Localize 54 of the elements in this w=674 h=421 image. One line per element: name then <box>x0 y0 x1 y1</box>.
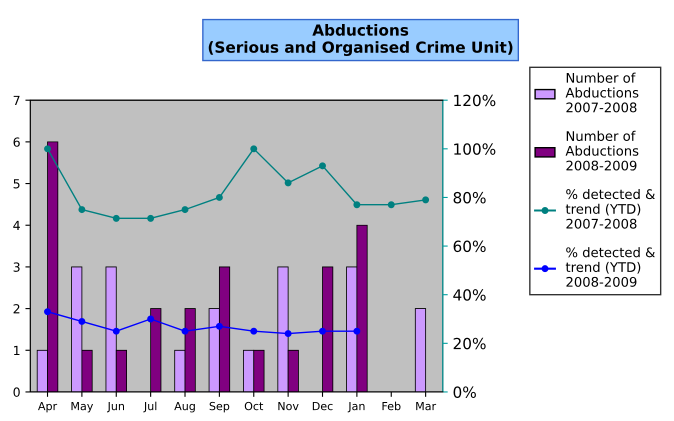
point <box>250 145 258 152</box>
y2-tick-label: 120% <box>454 94 496 106</box>
x-tick-label: Dec <box>312 402 333 410</box>
legend-label: % detected & trend (YTD) 2007-2008 <box>566 188 655 229</box>
y-tick-label: 1 <box>14 346 20 356</box>
y-tick-label: 0 <box>13 387 20 397</box>
point <box>78 206 86 214</box>
chart-title: Abductions (Serious and Organised Crime Unit) <box>208 24 512 56</box>
point <box>353 201 360 208</box>
point <box>284 179 292 186</box>
point <box>182 328 188 335</box>
point <box>147 214 154 222</box>
point <box>216 322 223 330</box>
y-tick-label: 5 <box>14 179 20 188</box>
x-tick-label: Mar <box>416 402 436 410</box>
point <box>250 328 258 335</box>
point <box>44 308 51 316</box>
y2-tick-label: 20% <box>454 338 486 350</box>
x-tick-label: May <box>71 402 94 412</box>
legend-label: Number of Abductions 2008-2009 <box>566 130 638 171</box>
x-tick-label: Apr <box>38 402 58 412</box>
y-tick-label: 7 <box>14 96 20 105</box>
point <box>388 201 395 208</box>
x-tick-label: Jun <box>107 402 124 412</box>
x-tick-label: Feb <box>382 402 400 410</box>
point <box>112 214 120 222</box>
y2-tick-label: 40% <box>453 289 486 301</box>
legend-label: Number of Abductions 2007-2008 <box>566 72 638 112</box>
point <box>44 145 51 152</box>
y2-tick-label: 100% <box>454 143 496 155</box>
x-tick-label: Aug <box>174 402 195 412</box>
point <box>112 328 120 335</box>
x-tick-label: Nov <box>278 402 299 410</box>
point <box>78 318 86 325</box>
y2-tick-label: 80% <box>454 192 486 204</box>
y-tick-label: 2 <box>14 304 20 314</box>
x-tick-label: Jan <box>348 402 365 412</box>
point <box>284 330 292 338</box>
x-tick-label: Jul <box>143 402 156 412</box>
point <box>422 196 430 204</box>
point <box>182 206 188 214</box>
point <box>319 162 326 170</box>
point <box>216 194 223 201</box>
y-tick-label: 4 <box>13 220 20 230</box>
point <box>147 316 154 322</box>
y-tick-label: 6 <box>14 137 20 147</box>
legend-label: % detected & trend (YTD) 2008-2009 <box>566 247 655 287</box>
point <box>353 328 360 335</box>
y2-tick-label: 0% <box>454 386 476 398</box>
x-tick-label: Sep <box>210 402 230 412</box>
y2-tick-label: 60% <box>454 240 486 252</box>
point <box>319 328 326 335</box>
x-tick-label: Oct <box>244 402 264 410</box>
y-tick-label: 3 <box>14 262 20 272</box>
